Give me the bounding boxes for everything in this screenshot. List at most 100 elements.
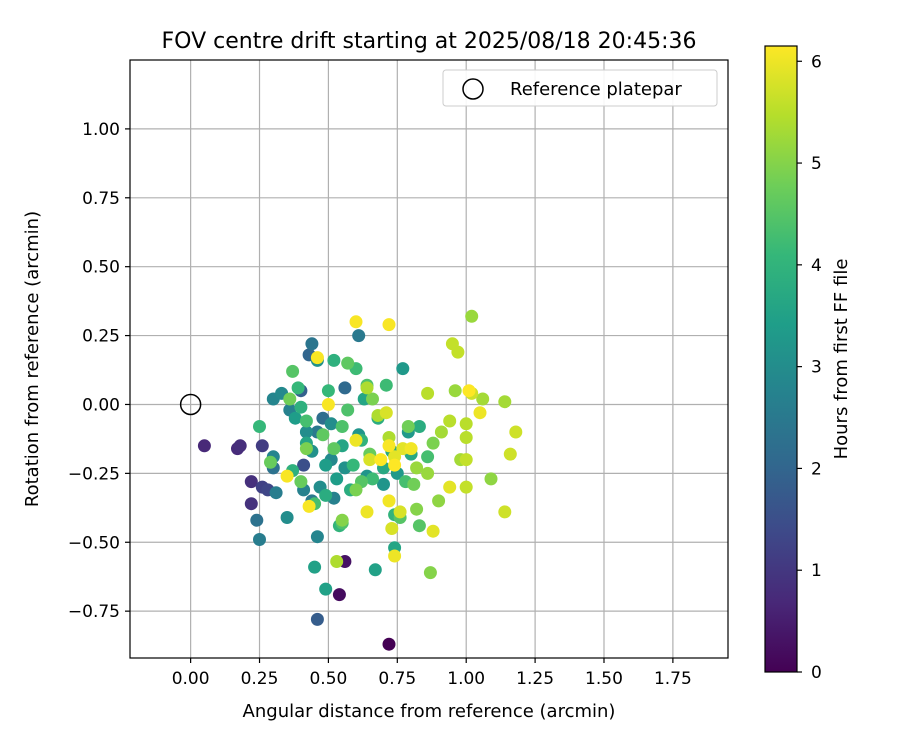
data-point: [443, 414, 457, 428]
y-axis-label: Rotation from reference (arcmin): [22, 211, 43, 507]
data-point: [338, 381, 352, 395]
data-point: [465, 309, 479, 323]
data-point: [352, 329, 366, 343]
data-point: [498, 505, 512, 519]
colorbar-tick-label: 1: [811, 561, 822, 581]
data-point: [308, 560, 322, 574]
data-point: [335, 420, 349, 433]
data-point: [382, 318, 396, 332]
data-point: [498, 395, 512, 409]
data-point: [363, 453, 377, 467]
data-point: [305, 337, 319, 351]
data-point: [302, 499, 316, 513]
data-point: [385, 522, 399, 535]
data-point: [360, 505, 374, 519]
data-point: [349, 433, 363, 447]
data-point: [509, 425, 523, 439]
data-point: [404, 442, 418, 456]
data-points: [197, 309, 523, 651]
x-tick-label: 1.75: [654, 669, 692, 689]
data-point: [410, 461, 424, 475]
data-point: [382, 637, 396, 651]
legend-box: [442, 69, 718, 107]
data-point: [366, 392, 379, 406]
data-point: [459, 453, 473, 467]
x-axis-label: Angular distance from reference (arcmin): [243, 701, 616, 722]
legend-label-reference-platepar: Reference platepar: [510, 79, 682, 100]
y-tick-label: 0.75: [82, 189, 120, 209]
data-point: [388, 549, 402, 563]
data-point: [319, 582, 333, 596]
x-tick-label: 0.00: [172, 669, 210, 689]
data-point: [335, 513, 349, 527]
data-point: [264, 455, 277, 469]
data-point: [253, 420, 266, 433]
data-point: [321, 398, 335, 411]
x-tick-label: 1.25: [516, 669, 554, 689]
data-point: [349, 315, 363, 329]
x-tick-label: 1.50: [585, 669, 623, 689]
data-point: [321, 384, 335, 398]
data-point: [310, 530, 324, 544]
data-point: [410, 502, 424, 516]
data-point: [396, 362, 410, 376]
data-point: [412, 519, 426, 533]
colorbar-label: Hours from first FF file: [831, 259, 852, 460]
plot-area-frame: [129, 59, 729, 659]
data-point: [382, 494, 396, 508]
data-point: [299, 414, 313, 428]
data-point: [346, 458, 360, 472]
data-point: [244, 475, 258, 489]
data-point: [374, 453, 388, 467]
data-point: [360, 381, 374, 395]
colorbar-tick-label: 0: [811, 663, 822, 683]
colorbar-tick-label: 2: [811, 459, 822, 479]
y-tick-label: −0.25: [68, 464, 120, 484]
y-tick-label: 1.00: [82, 120, 120, 140]
data-point: [377, 477, 390, 491]
y-tick-label: 0.50: [82, 258, 120, 278]
data-point: [244, 497, 258, 511]
data-point: [299, 425, 313, 439]
axes: 0.00 0.25 0.50 0.75 1.00 1.25 1.50 1.75 −0.75 −0.…: [68, 120, 692, 689]
data-point: [310, 612, 324, 626]
data-point: [330, 472, 344, 486]
data-point: [484, 472, 498, 486]
data-point: [382, 439, 396, 453]
data-point: [445, 337, 459, 351]
data-point: [253, 533, 266, 546]
x-tick-label: 0.50: [309, 669, 347, 689]
data-point: [393, 505, 407, 519]
data-point: [310, 351, 324, 365]
data-point: [288, 411, 302, 425]
data-point: [459, 431, 473, 444]
data-point: [423, 566, 437, 580]
data-point: [250, 513, 264, 527]
data-point: [280, 469, 294, 483]
data-point: [269, 486, 283, 500]
data-point: [459, 480, 473, 494]
y-tick-label: −0.50: [68, 533, 120, 553]
data-point: [459, 417, 473, 431]
data-point: [327, 353, 341, 367]
data-point: [280, 511, 294, 524]
data-point: [327, 442, 341, 456]
data-point: [294, 475, 308, 489]
data-point: [197, 439, 211, 453]
data-point: [341, 403, 355, 417]
data-point: [462, 384, 476, 398]
chart-title: FOV centre drift starting at 2025/08/18 …: [162, 29, 697, 54]
colorbar-tick-label: 6: [811, 52, 822, 72]
data-point: [421, 466, 435, 480]
x-tick-label: 1.00: [447, 669, 485, 689]
data-point: [434, 425, 448, 439]
colorbar-gradient: [764, 45, 798, 673]
data-point: [426, 524, 440, 538]
data-point: [379, 378, 393, 392]
data-point: [330, 555, 344, 568]
x-tick-label: 0.75: [378, 669, 416, 689]
colorbar: 0 1 2 3 4 5 6: [764, 45, 822, 683]
data-point: [421, 450, 435, 464]
data-point: [421, 386, 435, 400]
legend: Reference platepar: [442, 69, 718, 107]
